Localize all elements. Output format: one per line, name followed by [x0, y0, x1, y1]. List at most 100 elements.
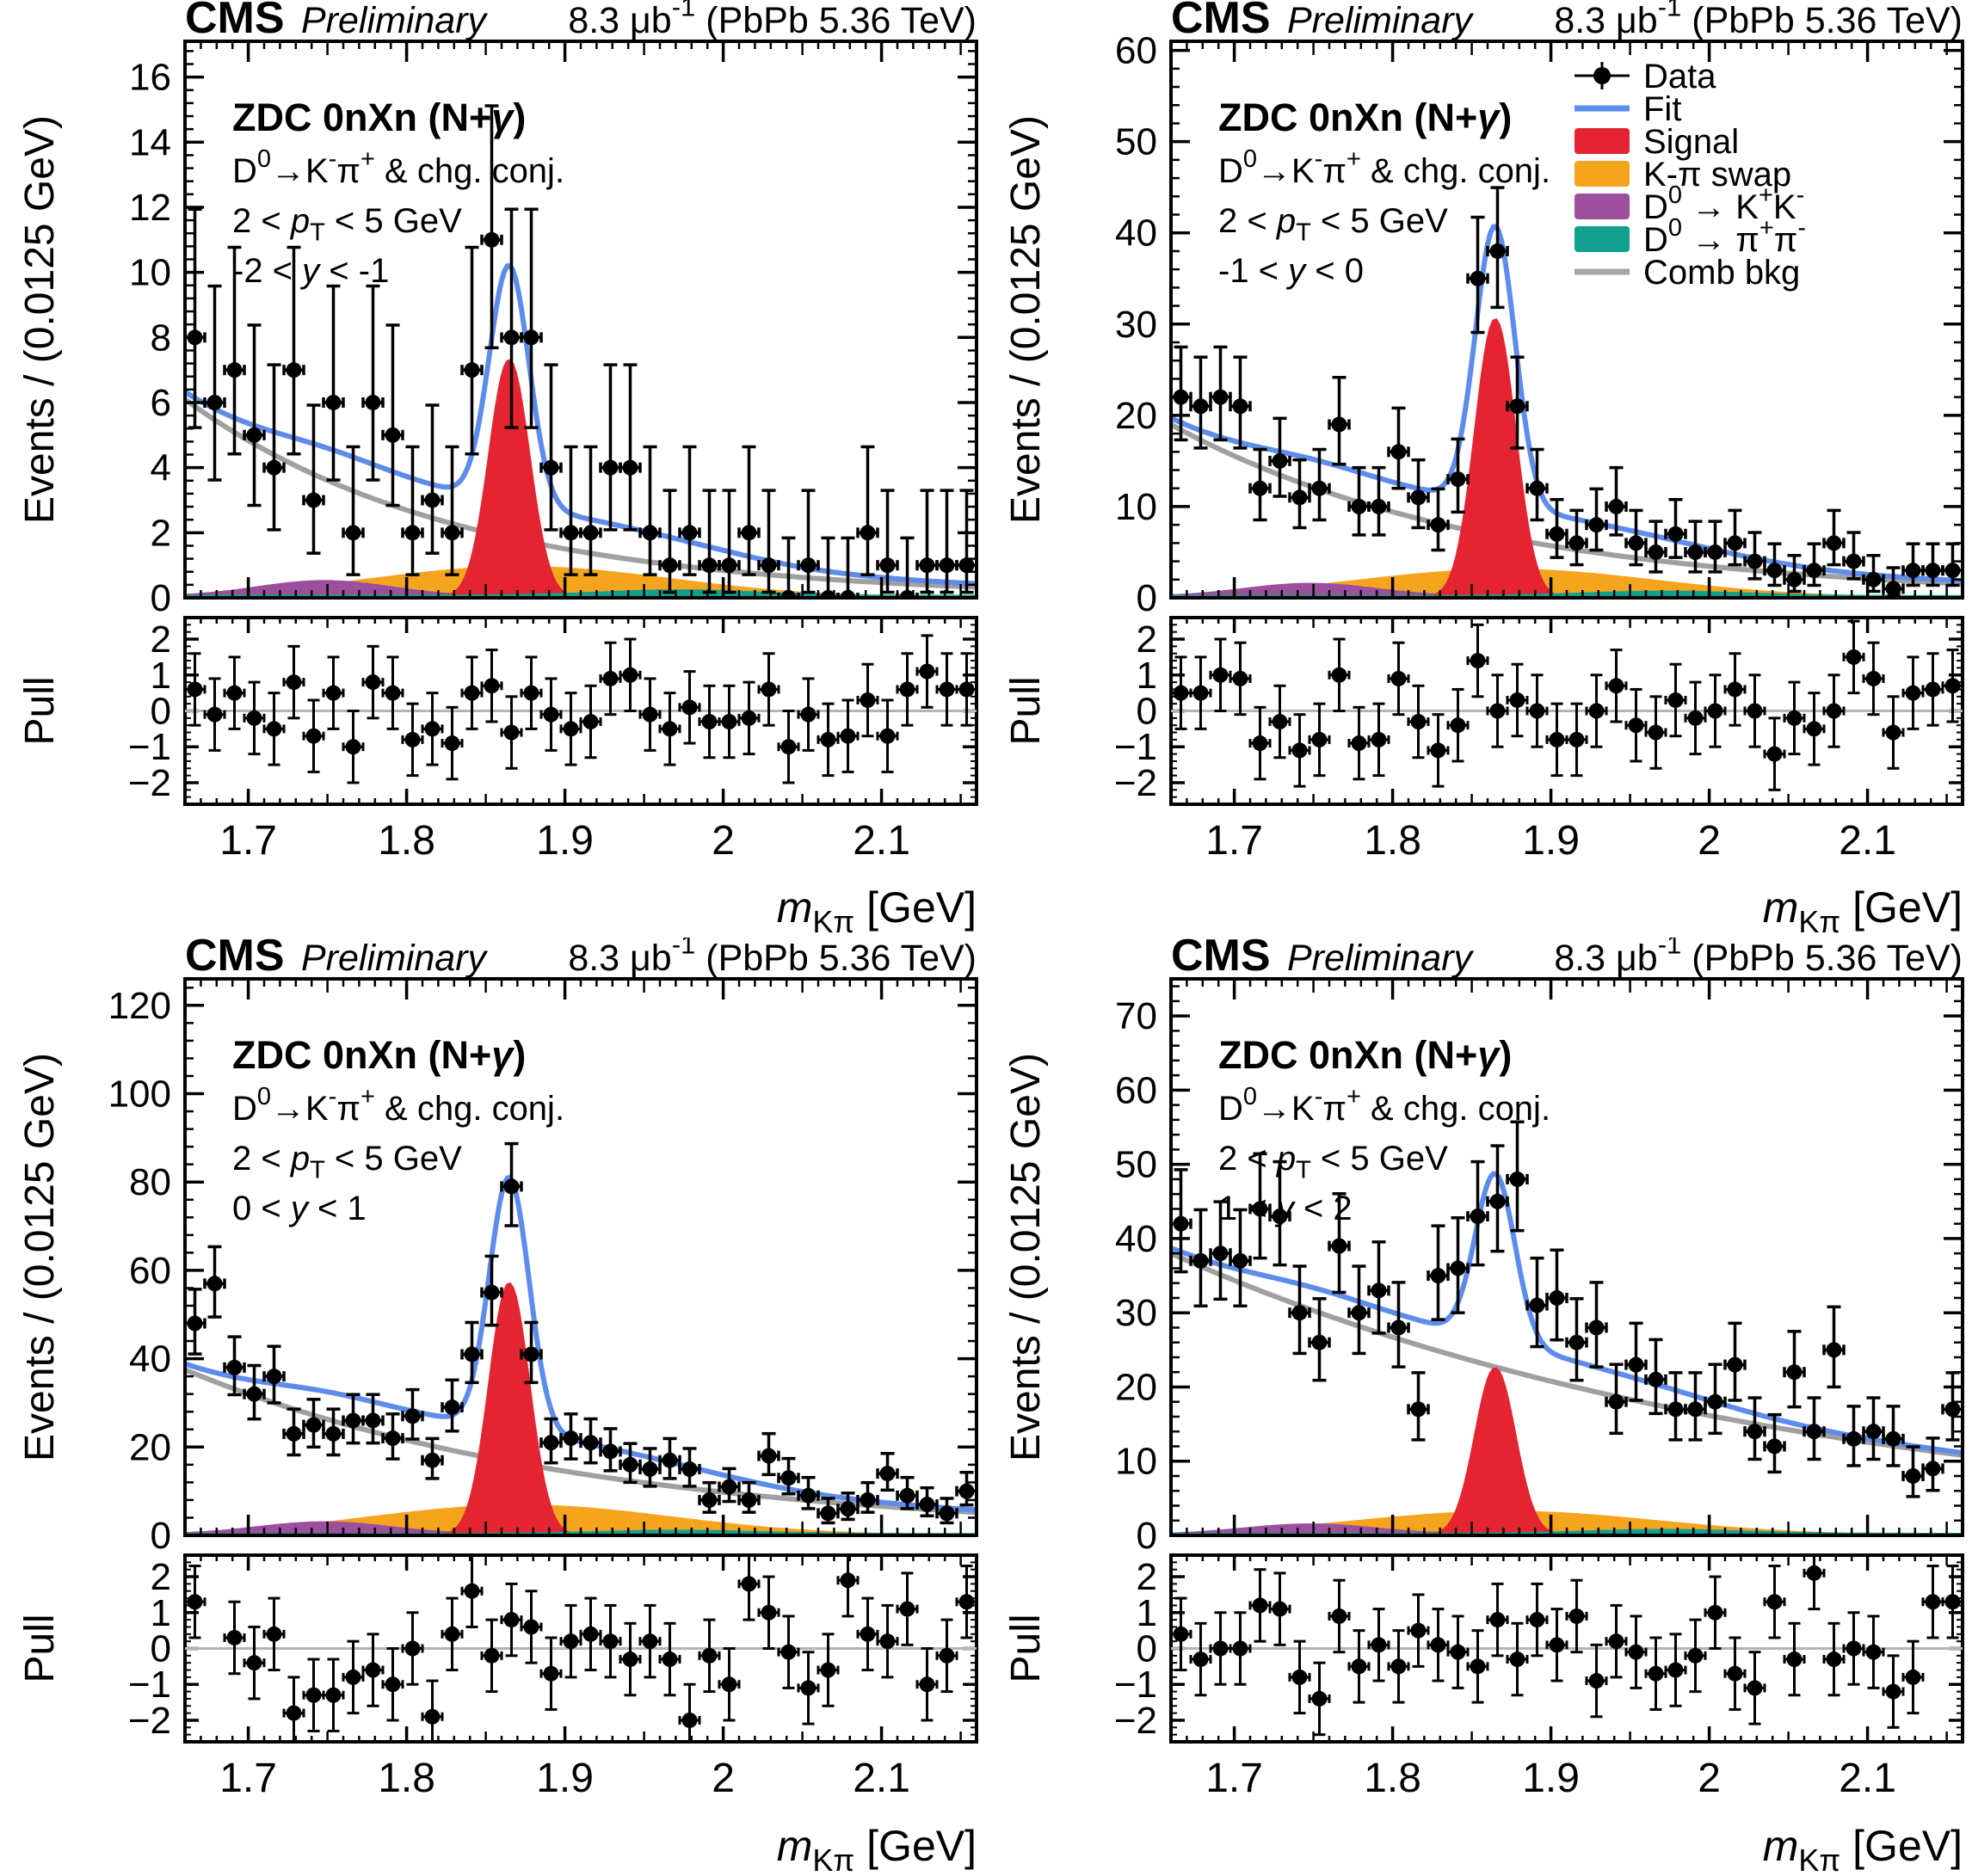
data-marker [701, 557, 718, 574]
pull-tick-label: 0 [1137, 691, 1157, 733]
data-point [638, 1447, 662, 1488]
data-point [1783, 1330, 1806, 1409]
pull-marker [1885, 1683, 1901, 1700]
panel-top-left: 0 2 4 6 8 10 12 14 16 2 1 0 −1 −2 1.7 1.8 1.9 2 2.1 CMS Prel… [0, 0, 986, 938]
pull-point [876, 1603, 899, 1679]
pull-marker [602, 670, 619, 686]
pull-marker [503, 724, 520, 741]
data-marker [860, 525, 876, 541]
pull-point [203, 677, 226, 752]
legend-box-swatch [1575, 161, 1630, 187]
data-marker [286, 362, 302, 378]
pull-point [1427, 1608, 1450, 1682]
pull-marker [286, 1705, 302, 1721]
data-marker [1608, 1393, 1624, 1410]
pull-point [185, 1565, 206, 1639]
pull-tick-label: −2 [1114, 762, 1157, 804]
legend-label: D0 → π+π- [1643, 214, 1806, 259]
data-marker [1450, 471, 1466, 488]
data-point [1882, 1405, 1905, 1467]
pull-marker [721, 714, 737, 730]
data-points [1171, 1120, 1963, 1498]
x-tick-label: 1.8 [378, 818, 435, 864]
data-marker [1489, 1193, 1506, 1209]
fit-curve [1171, 223, 1963, 584]
legend-label: Data [1643, 58, 1716, 95]
data-point [1288, 458, 1311, 530]
annotation-pt-range: 2 < pT < 5 GeV [1218, 202, 1448, 247]
data-marker [385, 427, 401, 443]
pull-point [1605, 649, 1628, 723]
pull-point [1624, 1615, 1648, 1689]
cms-logo-text: CMS [185, 938, 285, 981]
pull-marker [404, 1640, 421, 1657]
pull-marker [1390, 670, 1407, 686]
x-tick-label: 1.7 [219, 1756, 277, 1801]
data-marker [1351, 1305, 1367, 1321]
pull-point [1545, 1608, 1568, 1682]
annotation-decay: D0→K-π+ & chg. conj. [1218, 145, 1550, 190]
pull-marker [662, 1651, 678, 1668]
data-marker [1667, 1401, 1684, 1418]
data-marker [1628, 1356, 1644, 1373]
pull-point [915, 1647, 939, 1722]
data-point [876, 489, 899, 594]
data-point [1803, 542, 1826, 587]
pull-marker [1766, 1594, 1783, 1610]
y-tick-label: 30 [1115, 1292, 1157, 1334]
pull-marker [1252, 735, 1268, 752]
data-marker [404, 1408, 421, 1424]
data-point [1803, 1396, 1826, 1461]
pull-tick-label: 2 [1137, 618, 1157, 661]
pull-point [1545, 702, 1568, 778]
data-marker [1331, 1238, 1347, 1254]
data-point [441, 445, 464, 576]
data-point [1308, 447, 1331, 522]
data-point [777, 1456, 800, 1496]
data-marker [701, 1492, 718, 1508]
pull-point [1803, 1555, 1826, 1611]
pull-point [1624, 687, 1648, 763]
y-axis-ticks [185, 50, 977, 600]
pull-point [955, 652, 977, 727]
x-tick-label: 2.1 [1839, 818, 1896, 864]
pull-marker [365, 674, 381, 691]
pull-point [599, 641, 622, 717]
data-point [1704, 1362, 1727, 1436]
data-point [1545, 498, 1568, 559]
data-marker [1509, 398, 1525, 415]
pull-point [915, 634, 939, 709]
x-tick-label: 1.9 [1522, 1756, 1580, 1801]
y-axis-ticks [1171, 985, 1963, 1537]
pull-marker [187, 681, 203, 698]
data-marker [484, 231, 500, 248]
x-axis-ticks [1186, 979, 1948, 1742]
pull-marker [1707, 1604, 1723, 1621]
pull-point [1328, 637, 1351, 712]
y-tick-label: 100 [108, 1073, 171, 1116]
data-marker [899, 590, 915, 598]
data-marker [1727, 1356, 1743, 1373]
data-points [1171, 186, 1963, 598]
data-marker [206, 394, 223, 410]
pull-marker [721, 1676, 737, 1693]
data-marker [1747, 553, 1763, 569]
data-marker [266, 1369, 282, 1385]
pull-point [935, 1618, 958, 1694]
x-tick-label: 2 [712, 1756, 735, 1801]
pull-point [1427, 713, 1450, 788]
pull-point [1941, 649, 1963, 723]
data-point [1664, 498, 1687, 559]
pull-point [1486, 674, 1509, 748]
data-point [1743, 531, 1766, 581]
y-axis-title: Events / (0.0125 GeV) [1003, 1053, 1049, 1461]
pull-tick-label: 2 [151, 618, 171, 661]
x-tick-label: 1.7 [1205, 1756, 1263, 1801]
data-point [185, 207, 206, 429]
pull-marker [1252, 1597, 1268, 1614]
data-marker [820, 1505, 836, 1522]
data-point [282, 245, 305, 456]
x-axis-title: mKπ [GeV] [777, 1822, 977, 1876]
